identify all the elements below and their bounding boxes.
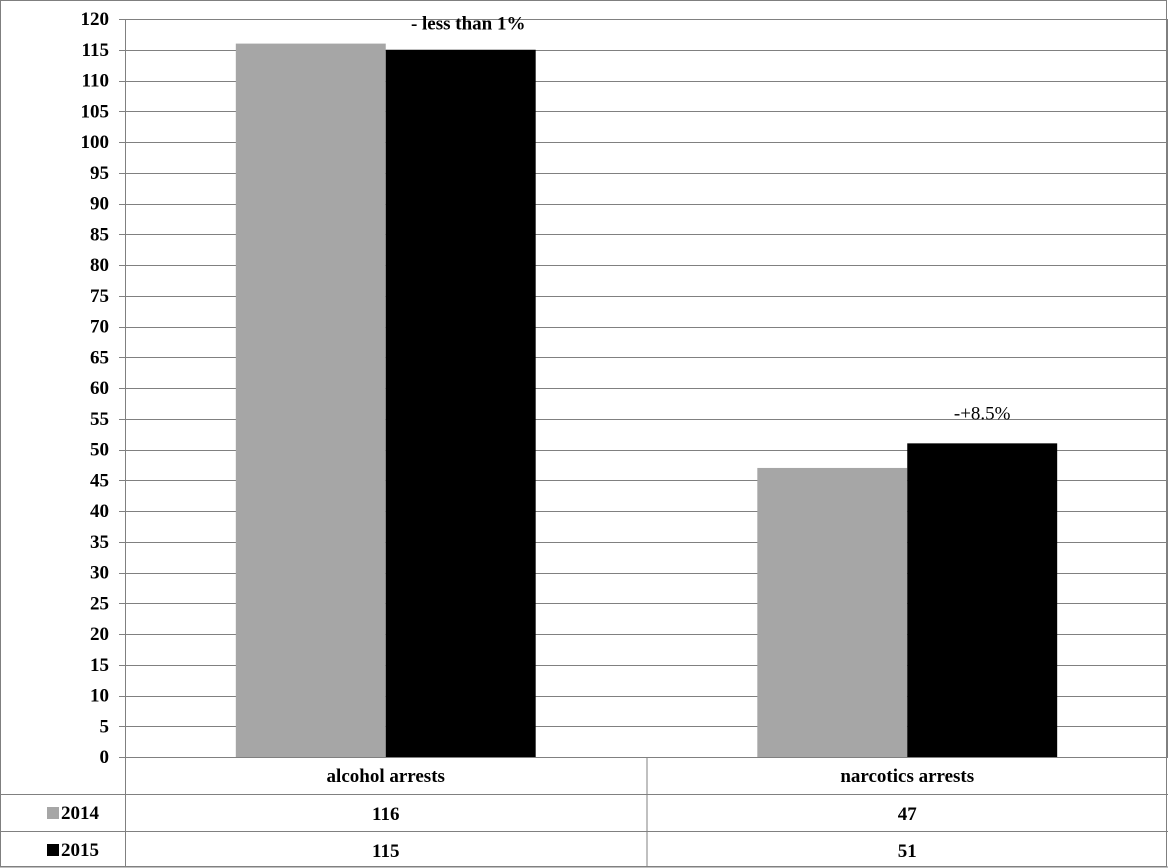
y-tick-label: 120 [81,9,110,30]
annotations: - less than 1% -+8.5% [411,14,1011,425]
y-tick-label: 115 [82,40,109,61]
y-tick-label: 20 [90,624,109,645]
y-tick-label: 55 [90,409,109,430]
y-tick-label: 80 [90,255,109,276]
table-value: 47 [898,804,918,825]
y-tick-label: 100 [81,132,110,153]
bar-2015-narcotics [907,443,1058,757]
x-category-label: alcohol arrests [327,766,445,787]
y-tick-label: 85 [90,224,109,245]
legend-marker-2015 [47,844,59,856]
y-tick-label: 10 [90,686,109,707]
bars [235,43,1058,758]
legend-marker-2014 [47,807,59,819]
y-tick-label: 5 [100,716,110,737]
y-tick-label: 90 [90,194,109,215]
y-axis-ticks: 0 5 10 15 20 25 30 35 40 45 50 55 60 65 70 75 80 85 90 95 10… [81,9,110,768]
y-tick-label: 65 [90,347,109,368]
y-tick-label: 110 [82,71,109,92]
y-tick-label: 35 [90,532,109,553]
bar-2015-alcohol [385,49,536,757]
bar-2014-narcotics [757,467,908,757]
y-tick-label: 75 [90,286,109,307]
y-tick-label: 0 [100,747,110,768]
y-tick-label: 60 [90,378,109,399]
y-tick-label: 95 [90,163,109,184]
bar-2014-alcohol [235,43,386,758]
table-value: 51 [898,841,917,862]
legend-label-2014: 2014 [61,803,100,824]
data-table: alcohol arrests narcotics arrests 2014 116 4… [0,757,1168,868]
y-tick-label: 15 [90,655,109,676]
y-tick-label: 30 [90,563,109,584]
legend-label-2015: 2015 [61,840,99,861]
y-tick-label: 45 [90,470,109,491]
y-tick-label: 70 [90,317,109,338]
y-tick-label: 40 [90,501,109,522]
annotation-label: -+8.5% [954,403,1011,424]
y-tick-label: 25 [90,593,109,614]
y-tick-label: 105 [81,101,110,122]
annotation-label: - less than 1% [411,14,526,35]
table-value: 116 [372,804,399,825]
x-category-label: narcotics arrests [840,766,974,787]
y-tick-label: 50 [90,440,109,461]
table-value: 115 [372,841,399,862]
